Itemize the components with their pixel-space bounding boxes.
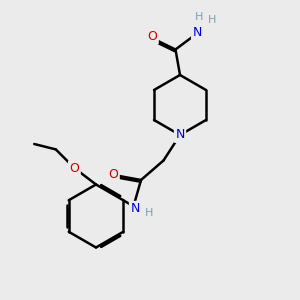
Text: H: H bbox=[195, 12, 204, 22]
Text: N: N bbox=[130, 202, 140, 215]
Text: N: N bbox=[175, 128, 185, 142]
Text: H: H bbox=[145, 208, 153, 218]
Text: O: O bbox=[70, 161, 79, 175]
Text: O: O bbox=[109, 167, 118, 181]
Text: O: O bbox=[148, 30, 157, 43]
Text: N: N bbox=[192, 26, 202, 39]
Text: H: H bbox=[208, 15, 216, 26]
